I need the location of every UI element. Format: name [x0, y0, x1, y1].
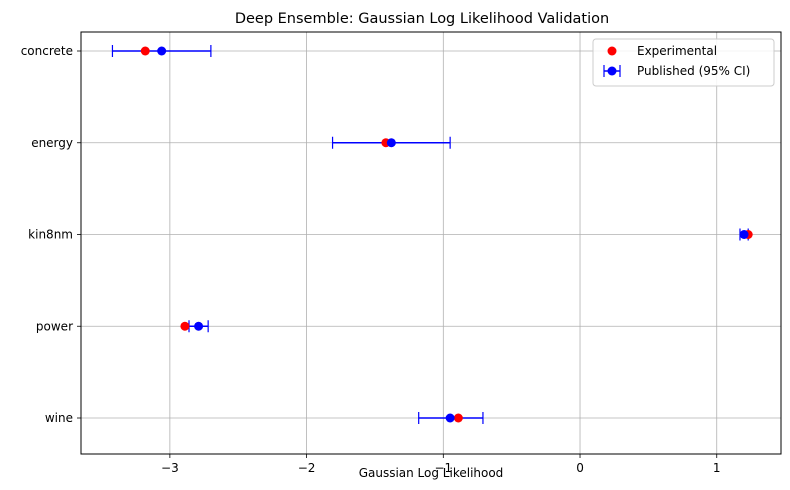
y-tick-label: power	[36, 319, 73, 333]
published-point	[194, 321, 204, 331]
axes: −3 −2 −1 0 1 concrete energy kin8nm power wine	[21, 44, 721, 475]
plot-marks	[111, 45, 753, 424]
y-tick-label: kin8nm	[28, 228, 73, 242]
published-point	[445, 413, 455, 423]
legend: Experimental Published (95% CI)	[592, 38, 775, 87]
legend-box	[592, 38, 775, 87]
legend-experimental-label: Experimental	[637, 44, 717, 58]
x-axis-title: Gaussian Log Likelihood	[359, 466, 504, 480]
x-tick-label: 0	[576, 461, 584, 475]
x-tick-label: −3	[161, 461, 179, 475]
experimental-point	[453, 413, 463, 423]
experimental-point	[140, 46, 150, 56]
x-tick-label: 1	[713, 461, 721, 475]
x-tick-label: −2	[298, 461, 316, 475]
y-tick-label: wine	[45, 411, 73, 425]
published-point	[386, 138, 396, 148]
experimental-point	[180, 321, 190, 331]
published-point	[157, 46, 167, 56]
plot-area-frame	[80, 31, 782, 455]
x-tick-label: −1	[434, 461, 452, 475]
y-tick-label: concrete	[21, 44, 73, 58]
legend-published-marker	[607, 66, 617, 76]
chart-title: Deep Ensemble: Gaussian Log Likelihood V…	[235, 11, 609, 27]
y-tick-label: energy	[31, 136, 73, 150]
published-point	[739, 230, 749, 239]
legend-published-label: Published (95% CI)	[637, 64, 750, 78]
legend-experimental-marker	[607, 46, 617, 56]
